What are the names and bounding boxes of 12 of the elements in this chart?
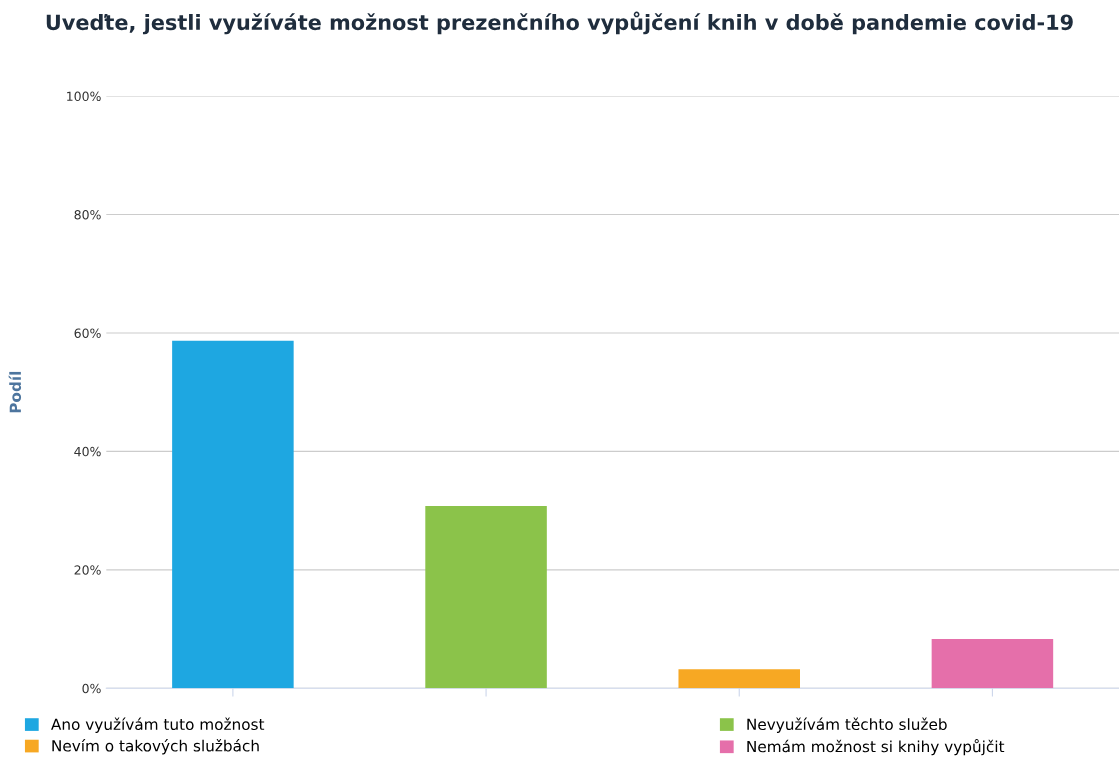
y-tick-label: 0% <box>82 683 101 694</box>
y-tick-label: 60% <box>74 328 101 338</box>
legend-label: Nevím o takových službách <box>52 739 259 755</box>
legend-label: Nemám možnost si knihy vypůjčit <box>747 739 1005 756</box>
y-tick-label: 100% <box>67 91 101 102</box>
chart-title: Uveďte, jestli využíváte možnost prezenčního vypůjčení knih v době pandemie covid-19 <box>46 11 1073 35</box>
y-tick-label: 20% <box>74 565 101 575</box>
y-axis-title: Podíl <box>8 371 22 413</box>
legend-label: Nevyužívám těchto služeb <box>747 717 947 734</box>
y-tick-label: 80% <box>74 210 101 220</box>
y-tick-label: 40% <box>74 446 101 457</box>
legend-label: Ano využívám tuto možnost <box>51 717 265 734</box>
